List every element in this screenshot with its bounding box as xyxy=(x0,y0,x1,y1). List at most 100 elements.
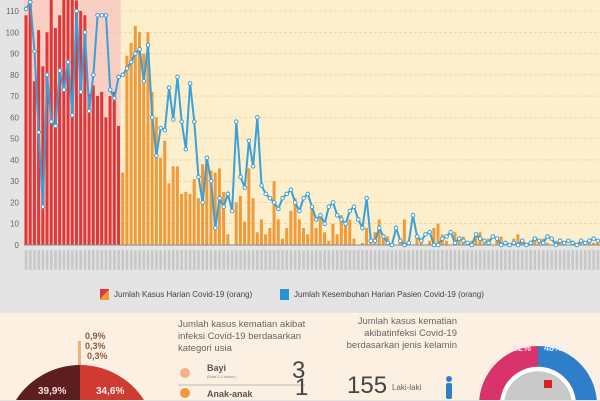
date-tick-label xyxy=(129,250,133,270)
recovery-point xyxy=(339,217,344,222)
recovery-point xyxy=(440,236,445,241)
date-tick-label xyxy=(541,250,545,270)
date-tick-label xyxy=(474,250,478,270)
recovery-point xyxy=(137,46,142,52)
date-tick-label xyxy=(184,250,188,270)
recovery-point xyxy=(414,234,420,239)
case-bar xyxy=(238,196,242,245)
logo-mark xyxy=(544,380,552,388)
date-tick-label xyxy=(83,250,87,270)
recovery-point xyxy=(212,225,218,231)
date-tick-label xyxy=(487,250,490,270)
recovery-point xyxy=(297,208,302,214)
date-tick-label xyxy=(256,250,259,270)
date-tick-label xyxy=(390,250,394,270)
recovery-point xyxy=(259,183,264,188)
donut-center xyxy=(504,371,572,400)
pie-slice-small xyxy=(78,341,81,365)
date-tick-label xyxy=(108,250,112,270)
recovery-point xyxy=(326,204,332,210)
recovery-point xyxy=(553,242,559,248)
recovery-point xyxy=(263,191,269,197)
recovery-point xyxy=(32,49,37,54)
age-section-title: Jumlah kasus kematian akibat infeksi Cov… xyxy=(178,319,306,354)
recovery-point xyxy=(393,225,399,231)
recovery-point xyxy=(191,119,197,124)
recovery-point xyxy=(435,242,441,248)
recovery-point xyxy=(149,115,155,120)
recovery-point xyxy=(288,187,294,192)
date-tick-label xyxy=(117,250,120,270)
case-bar xyxy=(314,227,318,245)
date-tick-label xyxy=(272,250,276,270)
recovery-point xyxy=(427,229,433,235)
recovery-point xyxy=(246,138,252,144)
y-tick-label: 0 xyxy=(15,241,20,250)
case-bar xyxy=(171,166,175,245)
date-tick-label xyxy=(41,250,45,270)
recovery-point xyxy=(313,217,319,222)
date-tick-label xyxy=(403,250,406,270)
recovery-point xyxy=(431,242,437,248)
date-tick-label xyxy=(562,250,566,270)
recovery-point xyxy=(44,72,50,78)
legend-cases-swatch xyxy=(100,289,109,300)
date-tick-label xyxy=(277,250,280,270)
date-tick-label xyxy=(588,250,591,270)
recovery-point xyxy=(532,236,538,241)
case-bar xyxy=(167,183,171,245)
date-tick-label xyxy=(293,250,297,270)
recovery-point xyxy=(578,238,584,244)
date-tick-label xyxy=(462,250,465,270)
male-icon-head xyxy=(446,376,452,382)
date-tick-label xyxy=(583,250,587,270)
recovery-point xyxy=(23,6,29,12)
y-tick-label: 110 xyxy=(6,7,19,16)
date-tick-label xyxy=(348,250,352,270)
recovery-point xyxy=(179,119,184,124)
case-bar xyxy=(323,232,327,245)
child-icon xyxy=(180,388,190,398)
date-tick-label xyxy=(420,250,423,270)
case-bar xyxy=(402,219,406,245)
case-bar xyxy=(335,234,339,245)
recovery-point xyxy=(469,242,475,248)
date-tick-label xyxy=(213,250,217,270)
gender-section-title: Jumlah kasus kematian akibatinfeksi Covi… xyxy=(346,316,457,351)
recovery-point xyxy=(566,238,571,244)
case-bar xyxy=(310,206,314,245)
case-bar xyxy=(138,32,142,245)
recovery-point xyxy=(498,242,504,248)
case-bar xyxy=(381,234,385,245)
date-tick-label xyxy=(373,250,377,270)
case-bar xyxy=(133,25,137,245)
date-tick-label xyxy=(516,250,520,270)
recovery-point xyxy=(318,212,323,218)
recovery-point xyxy=(154,153,159,158)
date-tick-label xyxy=(159,250,162,270)
case-bar xyxy=(28,0,32,246)
recovery-point xyxy=(141,78,147,84)
recovery-point xyxy=(448,229,454,235)
case-bar xyxy=(285,227,289,245)
date-tick-label xyxy=(323,250,326,270)
case-bar xyxy=(87,93,91,245)
recovery-point xyxy=(309,204,315,210)
date-tick-label xyxy=(306,250,310,270)
date-tick-label xyxy=(546,250,549,270)
case-bar xyxy=(344,223,348,245)
case-bar xyxy=(331,223,335,245)
pie-label-2: 0,3% xyxy=(87,351,108,361)
date-tick-label xyxy=(155,250,158,270)
date-tick-label xyxy=(377,250,381,270)
date-tick-label xyxy=(54,250,57,270)
female-pct: 52% xyxy=(513,343,532,353)
date-tick-label xyxy=(167,250,171,270)
case-bar xyxy=(209,170,213,245)
date-tick-label xyxy=(428,250,432,270)
age-row-sub: (Usia 0-1 tahun) xyxy=(207,374,236,379)
case-bar xyxy=(53,28,57,245)
pie-label-1: 0,3% xyxy=(85,341,106,351)
date-tick-label xyxy=(264,250,268,270)
case-bar xyxy=(293,198,297,245)
